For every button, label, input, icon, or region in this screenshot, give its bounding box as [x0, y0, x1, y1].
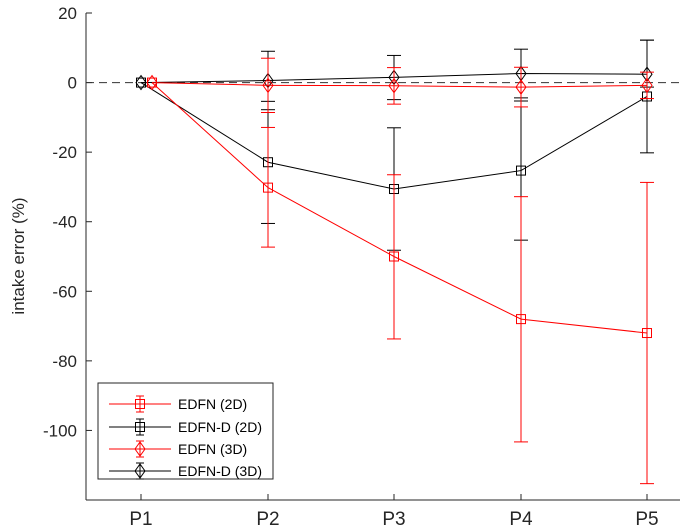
legend-label: EDFN-D (2D)	[178, 419, 262, 435]
x-tick-label: P3	[382, 509, 405, 529]
data-point	[262, 77, 274, 94]
x-tick-label: P5	[635, 509, 658, 529]
x-tick-labels: P1 P2 P3 P4 P5	[129, 494, 659, 529]
data-point	[388, 77, 400, 94]
legend-marker	[135, 422, 145, 432]
data-point	[146, 74, 158, 91]
data-point	[515, 79, 527, 95]
legend-marker	[134, 463, 146, 479]
data-point	[516, 165, 526, 176]
x-tick-label: P2	[256, 509, 279, 529]
legend-entry: EDFN-D (3D)	[109, 462, 262, 480]
y-tick-labels: 20 0 -20 -40 -60 -80 -100	[43, 4, 92, 440]
series-edfn-d-3d	[135, 39, 654, 111]
legend-box	[97, 382, 274, 480]
x-tick-label: P4	[509, 509, 533, 529]
legend-entry: EDFN (2D)	[109, 395, 247, 413]
x-tick-label: P1	[129, 509, 152, 529]
legend: EDFN (2D) EDFN-D (2D) EDFN (3D) EDFN-D (3D)	[97, 382, 274, 480]
legend-entry: EDFN (3D)	[109, 440, 247, 458]
y-tick-label: 0	[68, 74, 77, 93]
legend-label: EDFN-D (3D)	[178, 463, 262, 479]
series-layer	[135, 39, 654, 485]
data-point	[389, 251, 399, 262]
legend-label: EDFN (2D)	[178, 396, 247, 412]
legend-marker	[134, 441, 146, 457]
data-point	[641, 77, 653, 94]
axes	[85, 13, 680, 501]
data-point	[135, 74, 147, 91]
series-line	[151, 82, 648, 88]
legend-label: EDFN (3D)	[178, 441, 247, 457]
y-tick-label: -60	[52, 282, 77, 301]
legend-items: EDFN (2D) EDFN-D (2D) EDFN (3D) EDFN-D (3D)	[109, 395, 262, 480]
y-axis-label: intake error (%)	[9, 197, 28, 314]
y-tick-label: -100	[43, 421, 77, 440]
y-tick-label: 20	[58, 4, 77, 23]
data-point	[263, 182, 273, 193]
series-line	[151, 82, 648, 334]
legend-entry: EDFN-D (2D)	[109, 418, 262, 436]
y-tick-label: -40	[52, 213, 77, 232]
legend-marker	[135, 399, 145, 409]
data-point	[516, 314, 526, 325]
y-tick-label: -80	[52, 352, 77, 371]
series-edfn-3d	[146, 57, 654, 113]
y-tick-label: -20	[52, 143, 77, 162]
series-edfn-2d	[147, 77, 654, 485]
data-point	[642, 328, 652, 339]
